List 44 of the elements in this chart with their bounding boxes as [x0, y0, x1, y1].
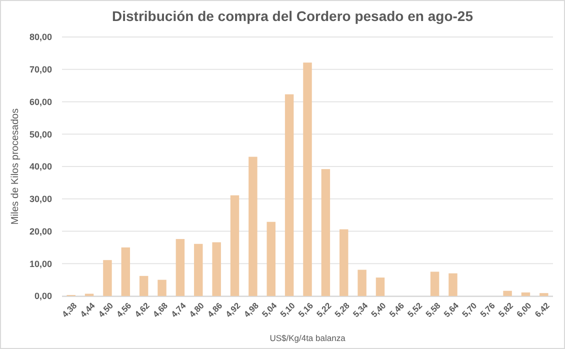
- bar: [139, 276, 148, 296]
- bar: [230, 195, 240, 296]
- bar: [194, 244, 203, 296]
- x-tick-label: 4,56: [114, 300, 134, 320]
- y-tick-label: 60,00: [29, 96, 52, 107]
- x-tick-label: 5,40: [368, 300, 388, 320]
- x-tick-label: 5,76: [478, 300, 498, 320]
- y-tick-label: 0,00: [34, 291, 52, 302]
- bar: [376, 278, 385, 296]
- bar: [212, 242, 221, 296]
- x-tick-label: 5,46: [387, 300, 406, 320]
- bar: [521, 292, 530, 296]
- y-tick-label: 10,00: [29, 258, 52, 269]
- y-tick-label: 70,00: [29, 64, 52, 75]
- x-tick-label: 5,70: [460, 300, 479, 320]
- bar: [103, 260, 112, 296]
- bar: [358, 270, 366, 296]
- bar: [321, 169, 330, 296]
- y-tick-label: 40,00: [29, 162, 52, 172]
- bar: [284, 94, 294, 296]
- y-tick-label: 80,00: [29, 32, 52, 42]
- y-tick-label: 30,00: [29, 194, 52, 204]
- bar: [448, 273, 458, 296]
- x-axis-title: US$/Kg/4ta balanza: [270, 333, 346, 343]
- chart-title: Distribución de compra del Cordero pesado en ago-25: [112, 8, 474, 24]
- bar: [430, 272, 440, 296]
- bar: [248, 156, 258, 296]
- y-tick-label: 20,00: [29, 226, 52, 236]
- bar: [503, 290, 512, 296]
- x-tick-label: 5,10: [278, 300, 298, 320]
- bar: [540, 293, 548, 296]
- x-tick-label: 4,86: [205, 300, 224, 320]
- bar: [158, 280, 166, 296]
- bar: [303, 62, 312, 296]
- bar: [340, 229, 348, 296]
- x-tick-label: 4,80: [187, 300, 206, 320]
- x-tick-label: 5,16: [296, 300, 316, 320]
- y-tick-label: 50,00: [29, 129, 52, 140]
- y-axis-title: Miles de Kilos procesados: [10, 108, 21, 225]
- x-tick-label: 6,00: [514, 300, 534, 320]
- bar: [266, 222, 276, 296]
- bar: [176, 239, 185, 296]
- bar: [121, 247, 130, 296]
- x-tick-label: 4,50: [96, 300, 116, 320]
